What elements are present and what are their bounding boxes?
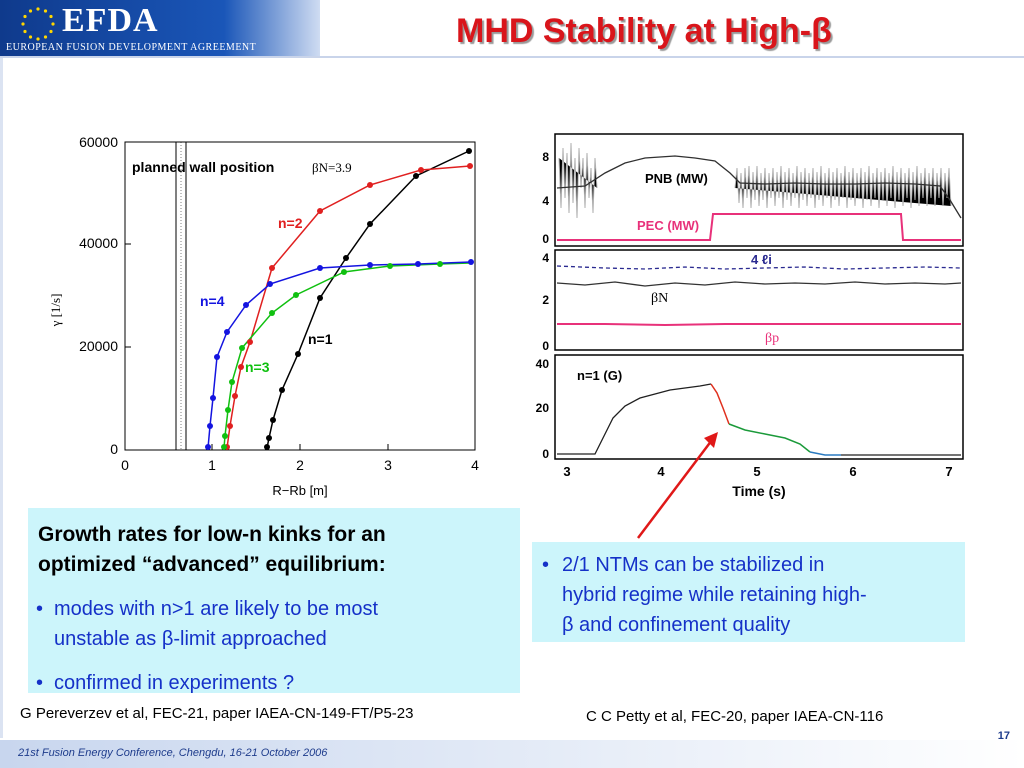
y-axis-label: γ [1/s] [50,294,63,328]
time-trace-plots: PNB (MW) PEC (MW) 0 4 8 4 ℓi βN βp 0 2 4… [536,133,964,499]
bullet-modes: • modes with n>1 are likely to be most u… [36,594,514,654]
ntm-line-2: hybrid regime while retaining high- [562,584,867,606]
growth-rate-chart: 0 20000 40000 60000 0 1 2 3 4 R−Rb [m] γ… [50,134,479,498]
red-arrow-icon [637,432,718,539]
heading-line-1: Growth rates for low-n kinks for an [38,523,386,546]
points-n2 [224,163,473,450]
slide-footer: 21st Fusion Energy Conference, Chengdu, … [0,730,1024,768]
summary-box-left: Growth rates for low-n kinks for an opti… [28,508,520,694]
bullet-confirmed: • confirmed in experiments ? [36,668,514,698]
bullet-dot: • [36,598,44,620]
slide-title: MHD Stability at High-β [456,12,832,50]
points-n3 [221,261,443,450]
betan-plot-label: βN [651,291,668,306]
x-axis-label: R−Rb [m] [272,483,327,498]
time-xtick-5: 5 [753,464,760,479]
points-n4 [205,259,474,450]
betan-trace [556,281,962,287]
n1-red-trace [710,383,730,425]
panel-2 [554,249,964,351]
p1-ytick-0: 0 [542,232,549,246]
curve-n3 [223,262,471,449]
p2-ytick-0: 0 [542,339,549,353]
p3-ytick-0: 0 [542,447,549,461]
ytick-20000: 20000 [79,338,118,354]
logo-text: EFDA [62,2,159,39]
header-rule [0,56,1024,58]
p1-ytick-4: 4 [542,194,549,208]
time-xtick-4: 4 [657,464,665,479]
series-label-n1: n=1 [308,331,333,347]
xtick-1: 1 [208,457,216,473]
curve-n1 [266,150,470,449]
xtick-2: 2 [296,457,304,473]
curve-n4 [207,261,472,449]
bullet-dot: • [542,554,550,576]
pec-label: PEC (MW) [637,218,699,233]
ytick-60000: 60000 [79,134,118,150]
eu-stars-icon [21,7,55,41]
pnb-label: PNB (MW) [645,171,708,186]
betap-label: βp [765,331,779,346]
n1-green-trace [728,423,811,453]
p3-ytick-40: 40 [536,357,550,371]
time-axis-label: Time (s) [732,483,785,499]
xtick-4: 4 [471,457,479,473]
n1-blue-trace [809,451,841,456]
p2-ytick-2: 2 [542,293,549,307]
reference-right: C C Petty et al, FEC-20, paper IAEA-CN-1… [586,708,884,725]
conference-label: 21st Fusion Energy Conference, Chengdu, … [18,747,328,759]
pnb-raw-trace [558,142,952,219]
xtick-0: 0 [121,457,129,473]
series-label-n2: n=2 [278,215,303,231]
li-label: 4 ℓi [751,252,772,267]
series-label-n3: n=3 [245,359,270,375]
summary-box-right: • 2/1 NTMs can be stabilized in hybrid r… [532,542,965,642]
efda-logo: EFDA EUROPEAN FUSION DEVELOPMENT AGREEME… [0,0,320,56]
bullet-dot: • [36,672,44,694]
bullet-modes-line-1: modes with n>1 are likely to be most [54,598,379,620]
left-rail [0,58,3,738]
panel-3 [554,354,964,460]
wall-position-label: planned wall position [132,159,274,175]
pnb-trace [556,155,962,219]
bullet-confirmed-text: confirmed in experiments ? [54,672,295,694]
pec-trace [557,213,961,241]
ntm-line-1: 2/1 NTMs can be stabilized in [562,554,825,576]
ntm-bullet: • 2/1 NTMs can be stabilized in hybrid r… [542,550,962,640]
n1-label: n=1 (G) [577,368,622,383]
logo-subtitle: EUROPEAN FUSION DEVELOPMENT AGREEMENT [6,42,257,53]
points-n1 [264,148,472,450]
page-number: 17 [997,730,1010,742]
ytick-0: 0 [110,441,118,457]
beta-n-label: βN=3.9 [312,160,352,175]
n1-black-trace [557,383,712,455]
p2-ytick-4: 4 [542,251,549,265]
summary-heading: Growth rates for low-n kinks for an opti… [38,520,518,580]
bullet-modes-line-2: unstable as β-limit approached [54,628,327,650]
heading-line-2: optimized “advanced” equilibrium: [38,553,386,576]
curve-n2 [226,165,471,449]
betap-trace [557,323,961,327]
time-xtick-3: 3 [563,464,570,479]
reference-left: G Pereverzev et al, FEC-21, paper IAEA-C… [20,705,414,722]
p3-ytick-20: 20 [536,401,550,415]
ntm-line-3: β and confinement quality [562,614,791,636]
time-xtick-6: 6 [849,464,856,479]
series-label-n4: n=4 [200,293,225,309]
p1-ytick-8: 8 [542,150,549,164]
slide-header: EFDA EUROPEAN FUSION DEVELOPMENT AGREEME… [0,0,1024,56]
xtick-3: 3 [384,457,392,473]
ytick-40000: 40000 [79,235,118,251]
time-xtick-7: 7 [945,464,952,479]
